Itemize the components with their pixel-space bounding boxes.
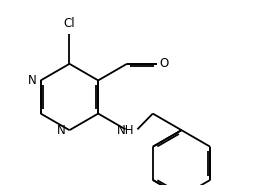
Text: O: O xyxy=(159,57,168,70)
Text: NH: NH xyxy=(117,124,134,137)
Text: N: N xyxy=(57,124,66,137)
Text: N: N xyxy=(28,74,37,87)
Text: Cl: Cl xyxy=(64,17,75,30)
